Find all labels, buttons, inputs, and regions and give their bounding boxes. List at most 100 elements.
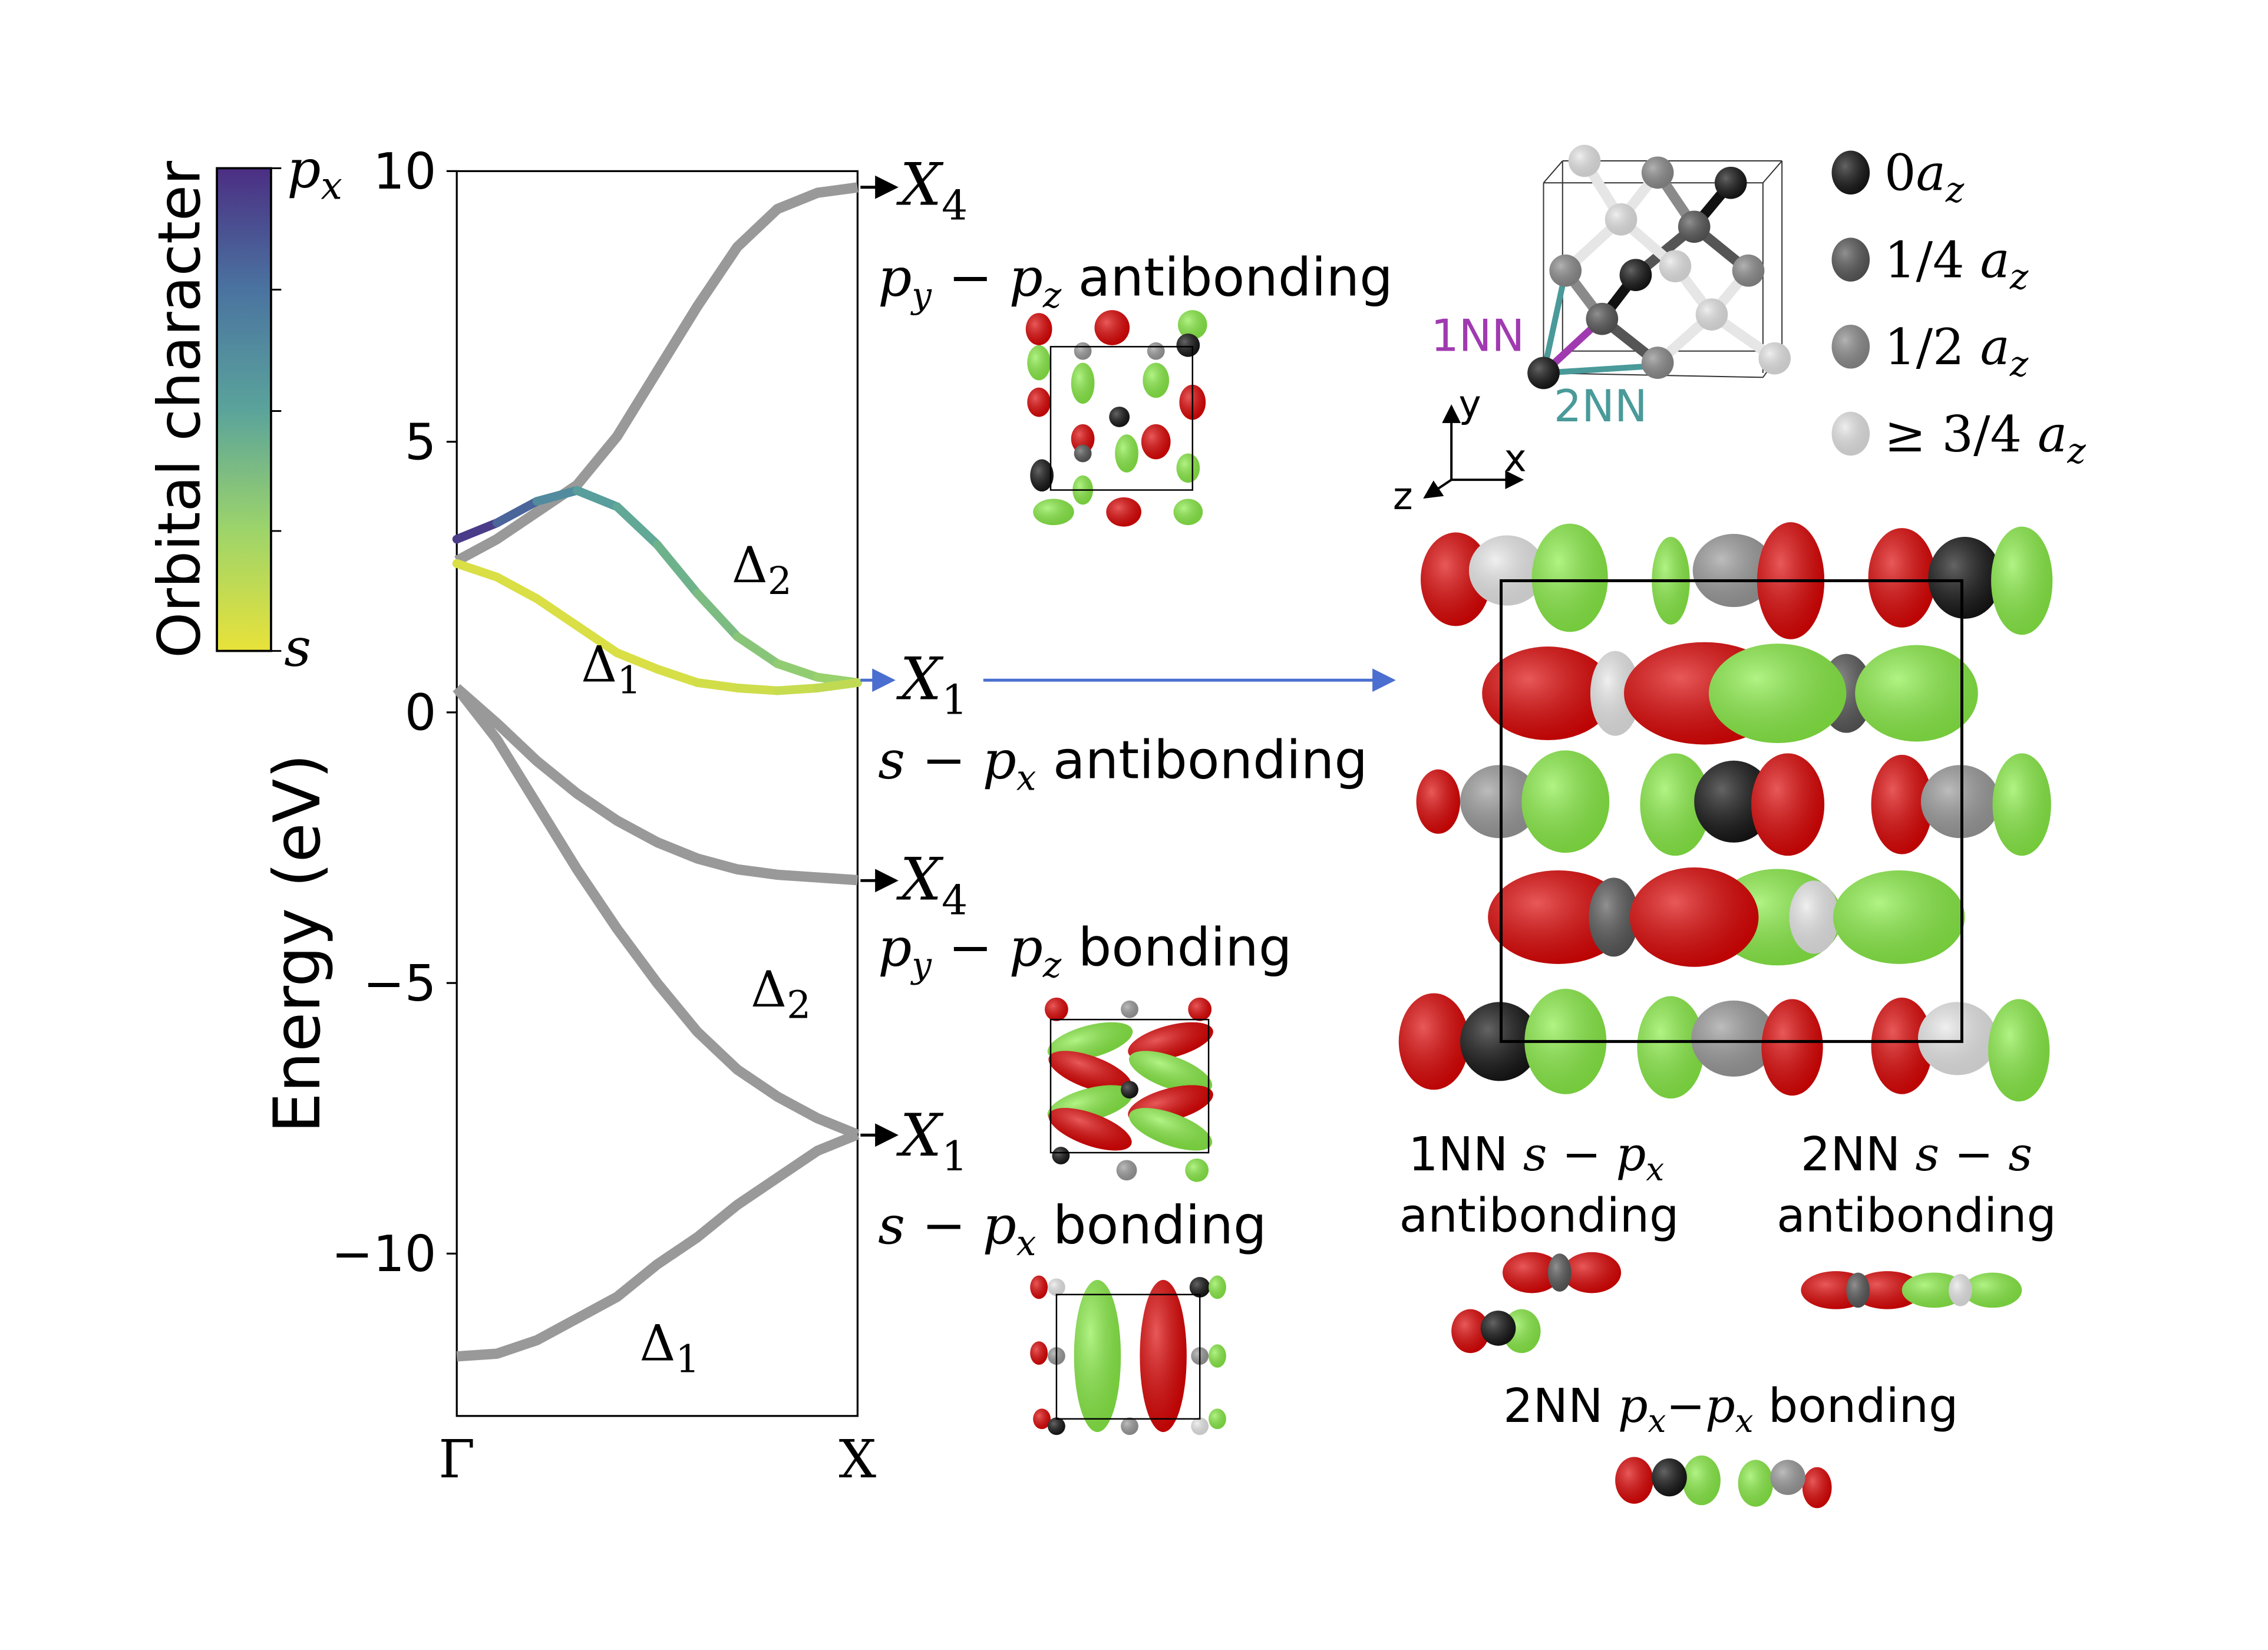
axis-z-label: z (1393, 474, 1413, 519)
orbital-isosurfaces (1025, 310, 2053, 1509)
shading (1738, 1460, 1774, 1507)
shading (1048, 1417, 1065, 1436)
atom-shading (1619, 259, 1652, 291)
shading (1094, 310, 1130, 345)
y-tick-label: −5 (363, 955, 436, 1012)
legend-label: 1/4 az (1884, 231, 2029, 298)
shading (1991, 526, 2053, 635)
axis-x-label: x (1504, 436, 1527, 480)
band-segment (452, 559, 501, 582)
atom-shading (1605, 203, 1638, 236)
nn-labels: 1NN 2NN (1431, 311, 1647, 432)
shading (1615, 1457, 1653, 1504)
legend-marker-shading (1831, 150, 1870, 195)
shading (1128, 1051, 1213, 1094)
unit-cell-box-small (1049, 346, 1194, 491)
atom-shading (1758, 342, 1791, 375)
shading (1209, 1408, 1226, 1430)
x-tick-x: X (839, 1429, 877, 1490)
shading (1185, 1158, 1209, 1182)
band-segment (492, 572, 542, 603)
state-label: X4 (896, 846, 968, 925)
shading (1116, 1160, 1137, 1181)
shading (1640, 753, 1711, 856)
shading (1589, 877, 1639, 957)
shading (1488, 870, 1629, 964)
legend-label: 0az (1884, 144, 1965, 211)
shading (1416, 769, 1461, 834)
shading (1071, 362, 1095, 404)
shading (1521, 750, 1610, 853)
state-label: X1 (896, 1102, 968, 1180)
shading (1949, 1274, 1972, 1306)
shading (1629, 867, 1759, 967)
band-segment (532, 594, 582, 631)
y-tick-label: −10 (331, 1225, 436, 1283)
shading (1121, 1417, 1138, 1436)
shading (1106, 497, 1141, 527)
nn2-label: 2NN (1554, 381, 1648, 432)
state-description: s − px antibonding (878, 730, 1368, 799)
colorbar-gradient (216, 167, 272, 652)
shading (1637, 996, 1705, 1099)
bond-label-1nn-s-px: 1NN s − px (1408, 1127, 1664, 1188)
shading (1789, 880, 1839, 954)
band-segment (692, 589, 742, 641)
band-line (456, 1130, 860, 1362)
bond-label-2nn-px-px: 2NN px−px bonding (1503, 1378, 1958, 1440)
shading (1547, 1253, 1572, 1292)
shading (1709, 644, 1847, 743)
shading (1868, 528, 1936, 628)
band-segment (652, 664, 702, 687)
shading (1871, 997, 1933, 1094)
shading (1048, 1051, 1132, 1094)
band-segment (572, 621, 622, 658)
bond-label-2nn-line2: antibonding (1777, 1188, 2056, 1243)
legend-marker-shading (1831, 237, 1870, 282)
shading (1692, 534, 1775, 608)
nn1-label: 1NN (1431, 311, 1524, 362)
shading (1562, 1252, 1622, 1293)
shading (1033, 1408, 1051, 1430)
shading (1992, 753, 2051, 856)
shading (1115, 434, 1138, 473)
shading (1189, 1277, 1210, 1298)
band-line (453, 684, 858, 886)
atom-shading (1641, 346, 1674, 379)
band-segment (492, 497, 542, 527)
atom-shading (1659, 250, 1692, 283)
shading (1052, 1147, 1070, 1164)
y-tick-label: 5 (405, 413, 437, 471)
band-delta2-upper (452, 486, 862, 687)
shading (1121, 1000, 1138, 1018)
shading (1901, 1272, 1966, 1308)
shading (1074, 1279, 1121, 1433)
shading (1846, 1272, 1870, 1308)
shading (1128, 1108, 1213, 1151)
shading (1209, 1275, 1226, 1299)
atom-shading (1586, 302, 1619, 335)
shading (1963, 1272, 2022, 1308)
state-description: s − px bonding (878, 1195, 1267, 1264)
legend-marker-shading (1831, 325, 1870, 369)
atom-shading (1678, 210, 1711, 243)
shading (1988, 999, 2050, 1102)
plot-frame (455, 170, 859, 1417)
band-segment (532, 486, 582, 506)
shading (1030, 1341, 1048, 1365)
shading (1682, 1455, 1721, 1506)
annotation-delta2-lower: Δ2 (751, 961, 811, 1028)
shading (1030, 459, 1054, 492)
band-upper-gray (454, 182, 859, 566)
annotation-delta1-lower: Δ1 (639, 1315, 699, 1382)
shading (1871, 754, 1933, 854)
cell-edge (1543, 160, 1563, 183)
shading (1140, 1279, 1187, 1433)
band-segment (612, 502, 662, 549)
y-tick-label: 0 (405, 684, 437, 742)
shading (1027, 345, 1051, 381)
shading (1451, 1309, 1490, 1354)
band-line (454, 182, 859, 566)
shading (1761, 999, 1823, 1096)
shading (1209, 1344, 1226, 1368)
